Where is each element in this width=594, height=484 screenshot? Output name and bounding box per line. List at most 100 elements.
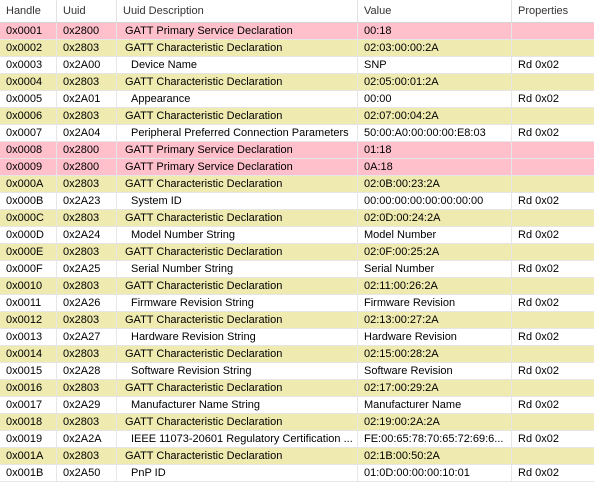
cell-description: Software Revision String (117, 363, 358, 380)
column-header-handle[interactable]: Handle (0, 0, 57, 22)
cell-properties (512, 40, 594, 57)
cell-description: GATT Primary Service Declaration (117, 142, 358, 159)
cell-uuid: 0x2803 (57, 176, 117, 193)
table-row[interactable]: 0x0016 0x2803 GATT Characteristic Declarat… (0, 380, 594, 397)
cell-value: Serial Number (358, 261, 512, 278)
cell-value: 0A:18 (358, 159, 512, 176)
cell-value: Hardware Revision (358, 329, 512, 346)
table-body: 0x0001 0x2800 GATT Primary Service Declara… (0, 23, 594, 482)
cell-uuid: 0x2A25 (57, 261, 117, 278)
cell-properties (512, 448, 594, 465)
cell-uuid: 0x2803 (57, 414, 117, 431)
cell-uuid: 0x2A29 (57, 397, 117, 414)
column-header-uuid[interactable]: Uuid (57, 0, 117, 22)
cell-properties: Rd 0x02 (512, 227, 594, 244)
cell-uuid: 0x2A28 (57, 363, 117, 380)
cell-handle: 0x0010 (0, 278, 57, 295)
cell-description: Model Number String (117, 227, 358, 244)
table-row[interactable]: 0x0002 0x2803 GATT Characteristic Declarat… (0, 40, 594, 57)
cell-properties: Rd 0x02 (512, 465, 594, 482)
table-row[interactable]: 0x0003 0x2A00 Device Name SNP Rd 0x02 (0, 57, 594, 74)
cell-properties (512, 176, 594, 193)
cell-handle: 0x000B (0, 193, 57, 210)
cell-properties (512, 380, 594, 397)
cell-description: Serial Number String (117, 261, 358, 278)
cell-handle: 0x0009 (0, 159, 57, 176)
cell-handle: 0x0012 (0, 312, 57, 329)
table-row[interactable]: 0x0011 0x2A26 Firmware Revision String Firm… (0, 295, 594, 312)
table-row[interactable]: 0x001A 0x2803 GATT Characteristic Declarat… (0, 448, 594, 465)
cell-uuid: 0x2A26 (57, 295, 117, 312)
cell-properties (512, 108, 594, 125)
cell-properties (512, 23, 594, 40)
column-header-value[interactable]: Value (358, 0, 512, 22)
table-row[interactable]: 0x0008 0x2800 GATT Primary Service Declara… (0, 142, 594, 159)
column-header-properties[interactable]: Properties (518, 5, 569, 17)
cell-description: Appearance (117, 91, 358, 108)
cell-value: 01:18 (358, 142, 512, 159)
cell-handle: 0x0014 (0, 346, 57, 363)
cell-value: 02:19:00:2A:2A (358, 414, 512, 431)
cell-properties: Rd 0x02 (512, 295, 594, 312)
table-row[interactable]: 0x0013 0x2A27 Hardware Revision String Hard… (0, 329, 594, 346)
cell-properties (512, 159, 594, 176)
table-header: Handle Uuid Uuid Description Value Prope… (0, 0, 594, 23)
table-row[interactable]: 0x0010 0x2803 GATT Characteristic Declarat… (0, 278, 594, 295)
table-row[interactable]: 0x0001 0x2800 GATT Primary Service Declara… (0, 23, 594, 40)
cell-handle: 0x0007 (0, 125, 57, 142)
cell-handle: 0x0019 (0, 431, 57, 448)
cell-value: 02:17:00:29:2A (358, 380, 512, 397)
cell-value: 50:00:A0:00:00:00:E8:03 (358, 125, 512, 142)
cell-value: Software Revision (358, 363, 512, 380)
table-row[interactable]: 0x0018 0x2803 GATT Characteristic Declarat… (0, 414, 594, 431)
table-row[interactable]: 0x000D 0x2A24 Model Number String Model Num… (0, 227, 594, 244)
cell-handle: 0x001B (0, 465, 57, 482)
table-row[interactable]: 0x000E 0x2803 GATT Characteristic Declarat… (0, 244, 594, 261)
cell-uuid: 0x2800 (57, 23, 117, 40)
table-row[interactable]: 0x0006 0x2803 GATT Characteristic Declarat… (0, 108, 594, 125)
cell-description: GATT Characteristic Declaration (117, 312, 358, 329)
cell-description: Firmware Revision String (117, 295, 358, 312)
cell-uuid: 0x2803 (57, 278, 117, 295)
table-row[interactable]: 0x0007 0x2A04 Peripheral Preferred Connect… (0, 125, 594, 142)
cell-uuid: 0x2A23 (57, 193, 117, 210)
table-row[interactable]: 0x000A 0x2803 GATT Characteristic Declarat… (0, 176, 594, 193)
table-row[interactable]: 0x0014 0x2803 GATT Characteristic Declarat… (0, 346, 594, 363)
table-row[interactable]: 0x000C 0x2803 GATT Characteristic Declarat… (0, 210, 594, 227)
cell-properties (512, 278, 594, 295)
table-row[interactable]: 0x0015 0x2A28 Software Revision String Soft… (0, 363, 594, 380)
table-row[interactable]: 0x000F 0x2A25 Serial Number String Serial N… (0, 261, 594, 278)
cell-handle: 0x0001 (0, 23, 57, 40)
cell-description: GATT Primary Service Declaration (117, 23, 358, 40)
cell-description: GATT Characteristic Declaration (117, 244, 358, 261)
cell-description: GATT Characteristic Declaration (117, 380, 358, 397)
cell-description: PnP ID (117, 465, 358, 482)
cell-properties (512, 74, 594, 91)
table-row[interactable]: 0x000B 0x2A23 System ID 00:00:00:00:00:00:0… (0, 193, 594, 210)
cell-description: GATT Characteristic Declaration (117, 346, 358, 363)
table-row[interactable]: 0x001B 0x2A50 PnP ID 01:0D:00:00:00:10:01 Rd… (0, 465, 594, 482)
cell-value: 00:18 (358, 23, 512, 40)
cell-description: GATT Characteristic Declaration (117, 74, 358, 91)
cell-uuid: 0x2A27 (57, 329, 117, 346)
cell-properties: Rd 0x02 (512, 193, 594, 210)
table-row[interactable]: 0x0009 0x2800 GATT Primary Service Declara… (0, 159, 594, 176)
cell-value: 02:13:00:27:2A (358, 312, 512, 329)
cell-handle: 0x0016 (0, 380, 57, 397)
cell-uuid: 0x2800 (57, 159, 117, 176)
cell-handle: 0x001A (0, 448, 57, 465)
cell-handle: 0x0002 (0, 40, 57, 57)
table-row[interactable]: 0x0005 0x2A01 Appearance 00:00 Rd 0x02 (0, 91, 594, 108)
table-row[interactable]: 0x0004 0x2803 GATT Characteristic Declarat… (0, 74, 594, 91)
table-row[interactable]: 0x0012 0x2803 GATT Characteristic Declarat… (0, 312, 594, 329)
table-row[interactable]: 0x0017 0x2A29 Manufacturer Name String Manu… (0, 397, 594, 414)
cell-value: 01:0D:00:00:00:10:01 (358, 465, 512, 482)
table-row[interactable]: 0x0019 0x2A2A IEEE 11073-20601 Regulatory … (0, 431, 594, 448)
cell-description: GATT Characteristic Declaration (117, 108, 358, 125)
cell-uuid: 0x2A24 (57, 227, 117, 244)
cell-value: 02:0B:00:23:2A (358, 176, 512, 193)
column-header-uuid-description[interactable]: Uuid Description (117, 0, 358, 22)
cell-value: Manufacturer Name (358, 397, 512, 414)
cell-value: 00:00 (358, 91, 512, 108)
cell-uuid: 0x2803 (57, 210, 117, 227)
